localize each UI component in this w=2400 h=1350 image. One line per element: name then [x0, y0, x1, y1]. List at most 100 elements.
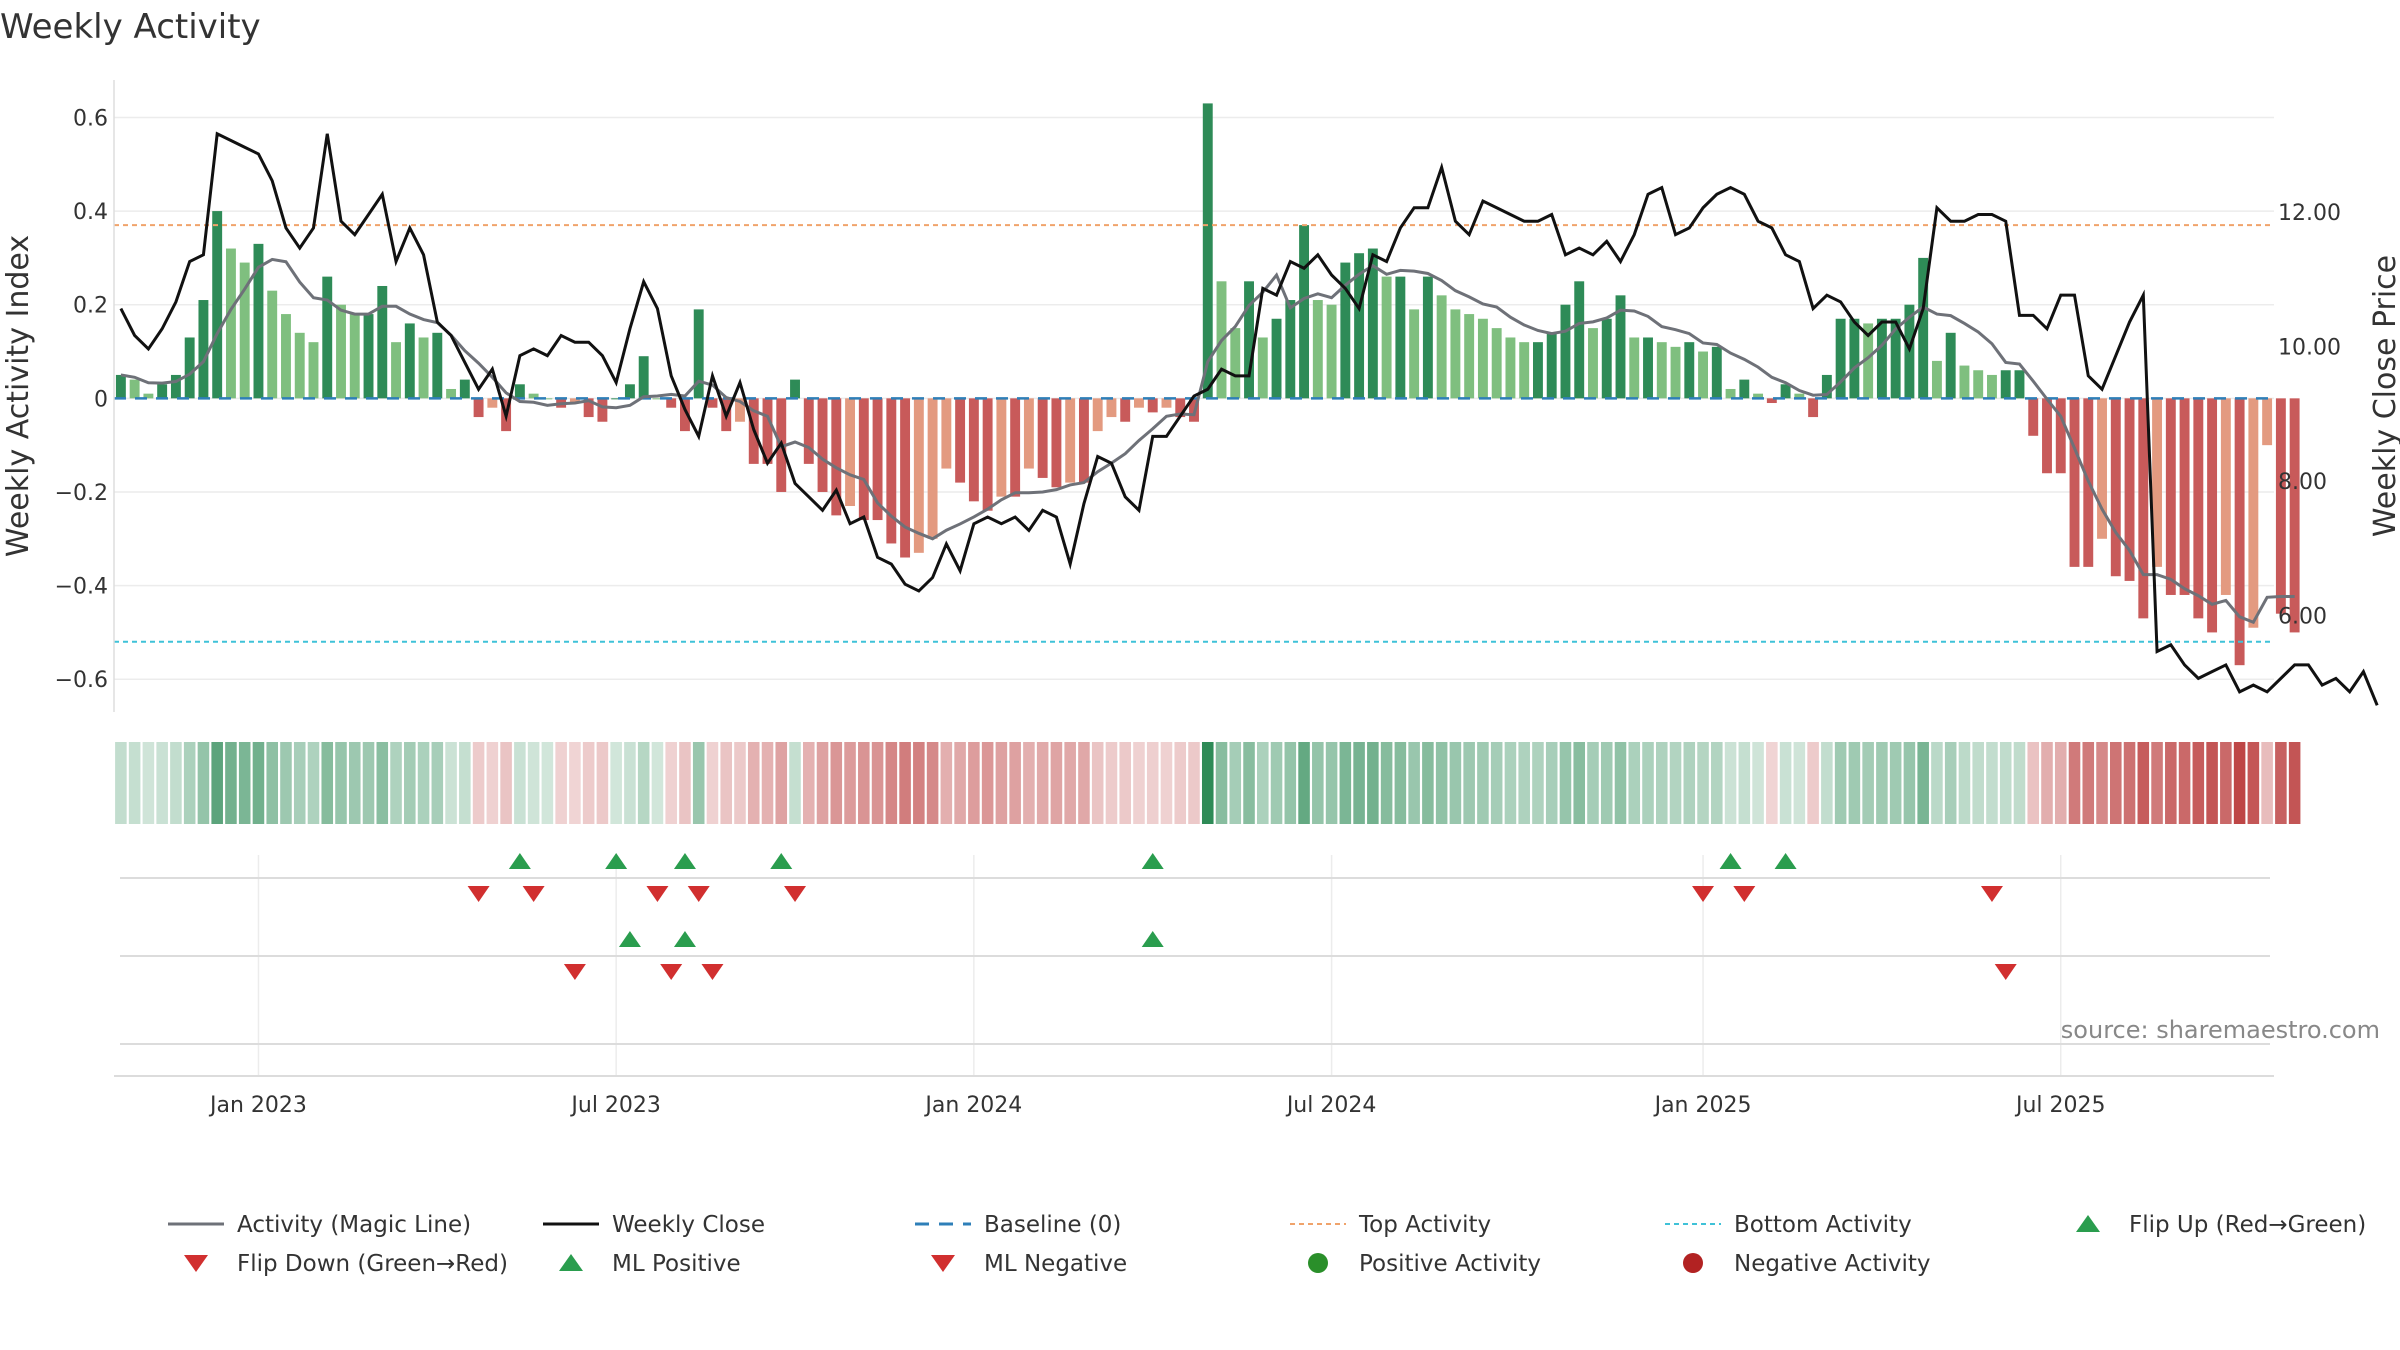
- heat-strip-cell: [142, 742, 155, 824]
- activity-bar: [184, 337, 195, 399]
- y-tick-label-left: −0.6: [55, 668, 108, 693]
- activity-bar: [1918, 257, 1929, 399]
- heat-strip-cell: [1889, 742, 1902, 824]
- heat-strip-cell: [211, 742, 223, 824]
- heat-strip-cell: [1339, 742, 1352, 824]
- activity-bar: [1381, 276, 1392, 399]
- legend-label: ML Negative: [984, 1251, 1127, 1277]
- activity-bar: [735, 398, 745, 422]
- heat-strip-cell: [1903, 742, 1916, 824]
- activity-bar: [1931, 360, 1942, 399]
- activity-bar: [1698, 351, 1708, 399]
- source-credit: source: sharemaestro.com: [2061, 1016, 2380, 1044]
- activity-bar: [955, 398, 966, 483]
- activity-bar: [1739, 379, 1750, 399]
- heat-strip-cell: [1779, 742, 1792, 824]
- activity-bar: [1120, 398, 1131, 422]
- activity-bar: [239, 262, 250, 399]
- heat-strip-cell: [486, 742, 499, 824]
- legend-swatch: [931, 1255, 955, 1272]
- legend-label: Negative Activity: [1734, 1251, 1931, 1277]
- heat-strip-cell: [1353, 742, 1365, 824]
- heat-strip-cell: [280, 742, 292, 824]
- activity-bar: [446, 388, 457, 399]
- heat-strip-cell: [1257, 742, 1269, 824]
- legend-label: Weekly Close: [612, 1212, 765, 1238]
- x-tick-label: Jul 2025: [2014, 1093, 2106, 1118]
- activity-bar: [762, 398, 773, 464]
- activity-bar: [267, 290, 278, 399]
- activity-bar: [2275, 398, 2286, 614]
- activity-bar: [473, 398, 484, 418]
- activity-bar: [1532, 342, 1543, 399]
- heat-strip-cell: [1573, 742, 1586, 824]
- activity-bar: [1037, 398, 1048, 478]
- chart-title: Weekly Activity: [0, 7, 261, 47]
- heat-strip-cell: [1518, 742, 1530, 824]
- heat-strip-cell: [624, 742, 636, 824]
- heat-strip-cell: [1105, 742, 1118, 824]
- activity-bar: [845, 398, 856, 507]
- heat-strip-cell: [1834, 742, 1847, 824]
- activity-bar: [1656, 342, 1667, 399]
- activity-bar: [377, 285, 388, 399]
- heat-strip-cell: [1807, 742, 1819, 824]
- y-tick-label-left: 0.6: [73, 106, 108, 131]
- heat-strip-cell: [2261, 742, 2273, 824]
- heat-strip-cell: [789, 742, 801, 824]
- activity-bar: [1959, 365, 1970, 399]
- legend-label: ML Positive: [612, 1251, 741, 1277]
- grid-layer: [114, 116, 2274, 1075]
- x-tick-label: Jan 2024: [923, 1093, 1022, 1118]
- heat-strip-cell: [348, 742, 361, 824]
- activity-bars: [115, 103, 2300, 666]
- activity-bar: [611, 398, 622, 400]
- activity-bar: [1271, 318, 1282, 399]
- activity-bar: [528, 393, 539, 399]
- heat-strip-cell: [1064, 742, 1076, 824]
- heat-strip-cell: [1711, 742, 1723, 824]
- heat-strip-cell: [1587, 742, 1599, 824]
- activity-bar: [2014, 370, 2025, 399]
- activity-bar: [872, 398, 883, 521]
- heat-strip-cell: [1944, 742, 1957, 824]
- activity-bar: [652, 398, 663, 400]
- legend-swatch: [1683, 1253, 1703, 1273]
- activity-bar: [2055, 398, 2066, 474]
- activity-bar: [1615, 295, 1626, 399]
- activity-bar: [1299, 225, 1310, 399]
- activity-bar: [1409, 309, 1420, 399]
- heat-strip-cell: [885, 742, 898, 824]
- heat-strip-cell: [156, 742, 168, 824]
- activity-bar: [790, 379, 800, 399]
- flip-up-marker: [605, 853, 628, 869]
- heat-strip-cell: [706, 742, 719, 824]
- activity-bar: [459, 379, 470, 399]
- heat-strip-cell: [1931, 742, 1943, 824]
- activity-bar: [1023, 398, 1034, 469]
- heat-strip-cell: [720, 742, 733, 824]
- heat-strip-cell: [1325, 742, 1338, 824]
- activity-bar: [1711, 346, 1722, 399]
- activity-bar: [2179, 398, 2190, 595]
- heat-strip-cell: [2192, 742, 2205, 824]
- x-tick-label: Jul 2023: [569, 1093, 661, 1118]
- heat-strip-cell: [1367, 742, 1379, 824]
- activity-bar: [363, 314, 374, 399]
- activity-bar: [1326, 304, 1337, 399]
- heat-strip-cell: [459, 742, 471, 824]
- heat-strip-cell: [1697, 742, 1709, 824]
- activity-bar: [817, 398, 828, 492]
- weekly-close-line: [119, 131, 2379, 706]
- ml-negative-marker: [563, 964, 586, 980]
- heat-strip-cell: [858, 742, 870, 824]
- activity-bar: [1078, 398, 1089, 483]
- activity-bar: [2042, 398, 2052, 474]
- activity-bar: [982, 398, 993, 511]
- heat-strip-cell: [335, 742, 347, 824]
- heat-strip-cell: [761, 742, 774, 824]
- heat-strip-cell: [981, 742, 994, 824]
- activity-bar: [1106, 398, 1117, 418]
- heat-strip-cell: [1738, 742, 1751, 824]
- legend-swatch: [1308, 1253, 1328, 1273]
